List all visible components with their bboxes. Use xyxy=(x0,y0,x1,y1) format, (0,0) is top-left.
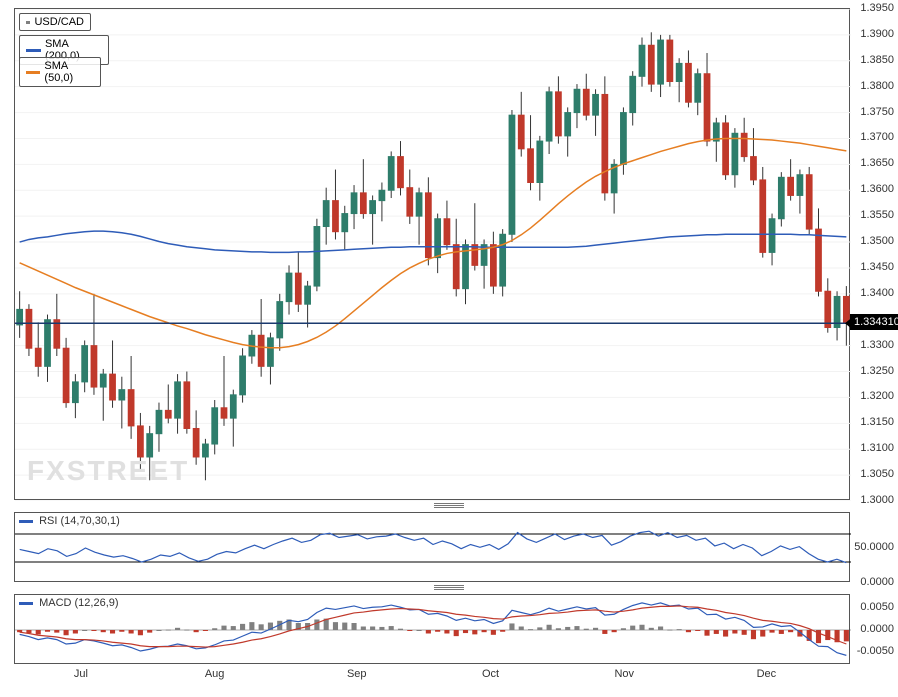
ytick-label: 1.3150 xyxy=(860,416,894,428)
ytick-label: 1.3700 xyxy=(860,131,894,143)
ytick-label: 50.0000 xyxy=(854,541,894,553)
ytick-label: 1.3800 xyxy=(860,80,894,92)
sma50-label: SMA (50,0) xyxy=(44,60,94,84)
rsi-svg xyxy=(15,513,851,583)
ytick-label: 1.3000 xyxy=(860,494,894,506)
rsi-yaxis: 0.000050.0000 xyxy=(850,512,896,582)
rsi-panel[interactable]: RSI (14,70,30,1) xyxy=(14,512,850,582)
ytick-label: -0.0050 xyxy=(857,645,894,657)
panel-resize-handle[interactable] xyxy=(434,503,464,509)
instrument-badge: USD/CAD xyxy=(19,13,91,31)
sma200-swatch xyxy=(26,49,41,52)
price-yaxis: 1.30001.30501.31001.31501.32001.32501.33… xyxy=(850,8,896,500)
instrument-label: USD/CAD xyxy=(34,16,84,28)
watermark-text: FXSTREET xyxy=(27,455,189,487)
ytick-label: 1.3400 xyxy=(860,287,894,299)
ytick-label: 1.3050 xyxy=(860,468,894,480)
ytick-label: 1.3650 xyxy=(860,157,894,169)
time-xaxis: Jul Aug Sep Oct Nov Dec xyxy=(14,666,850,686)
xtick-label: Aug xyxy=(205,668,225,680)
ytick-label: 1.3900 xyxy=(860,28,894,40)
xtick-label: Nov xyxy=(614,668,634,680)
xtick-label: Jul xyxy=(74,668,88,680)
rsi-label: RSI (14,70,30,1) xyxy=(19,515,120,527)
macd-svg xyxy=(15,595,851,665)
macd-swatch xyxy=(19,602,33,605)
xtick-label: Dec xyxy=(757,668,777,680)
rsi-swatch xyxy=(19,520,33,523)
ytick-label: 1.3750 xyxy=(860,106,894,118)
sma50-badge: SMA (50,0) xyxy=(19,57,101,87)
ytick-label: 1.3100 xyxy=(860,442,894,454)
rsi-label-text: RSI (14,70,30,1) xyxy=(39,515,120,527)
ytick-label: 0.0000 xyxy=(860,623,894,635)
ytick-label: 1.3500 xyxy=(860,235,894,247)
ytick-label: 1.3850 xyxy=(860,54,894,66)
ytick-label: 1.3300 xyxy=(860,339,894,351)
sma50-swatch xyxy=(26,71,40,74)
xtick-label: Sep xyxy=(347,668,367,680)
ytick-label: 0.0000 xyxy=(860,576,894,588)
ytick-label: 1.3550 xyxy=(860,209,894,221)
ytick-label: 1.3600 xyxy=(860,183,894,195)
macd-label: MACD (12,26,9) xyxy=(19,597,119,609)
ytick-label: 0.0050 xyxy=(860,601,894,613)
ytick-label: 1.3200 xyxy=(860,390,894,402)
current-price-label: 1.334310 xyxy=(850,314,898,330)
macd-panel[interactable]: MACD (12,26,9) xyxy=(14,594,850,664)
xtick-label: Oct xyxy=(482,668,499,680)
price-chart-panel[interactable]: USD/CAD SMA (200,0) SMA (50,0) FXSTREET xyxy=(14,8,850,500)
ytick-label: 1.3250 xyxy=(860,365,894,377)
ytick-label: 1.3450 xyxy=(860,261,894,273)
panel-resize-handle[interactable] xyxy=(434,585,464,591)
instrument-swatch xyxy=(26,21,30,24)
ytick-label: 1.3950 xyxy=(860,2,894,14)
macd-label-text: MACD (12,26,9) xyxy=(39,597,118,609)
macd-yaxis: -0.0050 0.0000 0.0050 xyxy=(850,594,896,664)
price-chart-svg xyxy=(15,9,851,501)
